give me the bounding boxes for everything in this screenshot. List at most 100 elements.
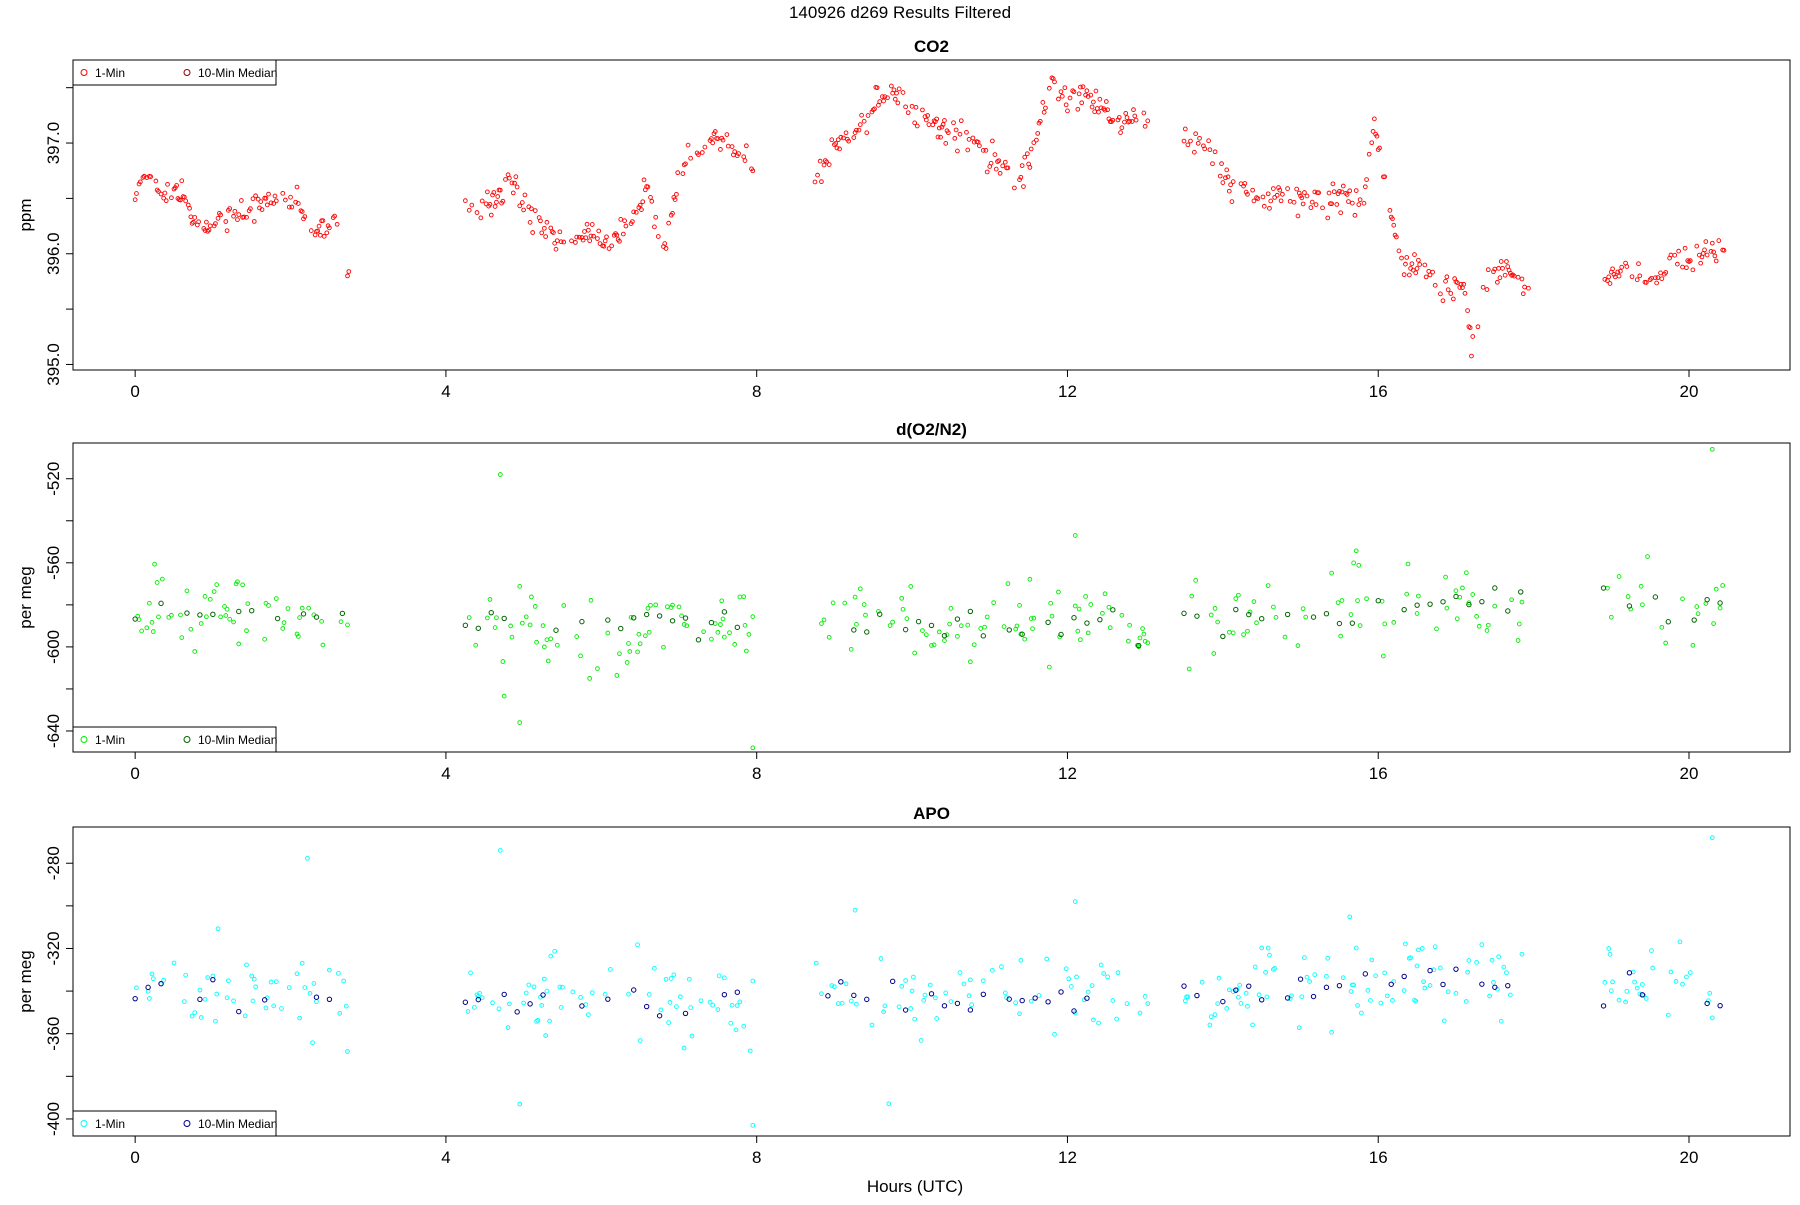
one-min-point (1027, 165, 1033, 170)
legend-marker-one-min (80, 736, 88, 743)
one-min-point (747, 1048, 753, 1054)
one-min-point (957, 131, 963, 137)
one-min-point (636, 631, 642, 637)
one-min-point (242, 1013, 248, 1019)
one-min-point (517, 203, 523, 209)
median-point (1518, 589, 1524, 595)
one-min-point (1445, 989, 1451, 995)
x-tick-label: 12 (1058, 1148, 1077, 1167)
one-min-point (1329, 570, 1334, 576)
one-min-point (877, 99, 883, 104)
one-min-point (1017, 1011, 1022, 1017)
one-min-point (955, 633, 960, 639)
one-min-point (1052, 1031, 1057, 1037)
one-min-point (1487, 993, 1492, 999)
one-min-point (1709, 1015, 1715, 1021)
median-point (1665, 619, 1671, 625)
one-min-point (1261, 203, 1267, 209)
one-min-point (552, 948, 558, 954)
one-min-point (578, 995, 583, 1000)
median-point (132, 616, 138, 622)
one-min-point (1114, 1016, 1120, 1022)
one-min-point (1036, 993, 1042, 998)
one-min-point (179, 178, 185, 184)
one-min-point (264, 202, 270, 208)
one-min-point (1348, 989, 1354, 994)
one-min-point (223, 219, 229, 224)
one-min-point (523, 990, 529, 996)
one-min-point (1040, 100, 1046, 105)
median-point (501, 615, 507, 622)
one-min-point (996, 158, 1002, 164)
one-min-point (951, 120, 956, 126)
one-min-point (1438, 965, 1443, 971)
median-point (1220, 633, 1226, 640)
one-min-point (1673, 979, 1679, 984)
one-min-point (346, 269, 352, 274)
one-min-point (667, 1000, 673, 1005)
one-min-point (1391, 222, 1397, 228)
one-min-point (214, 991, 220, 997)
median-point (1414, 602, 1420, 608)
one-min-point (848, 646, 854, 652)
one-min-point (1207, 147, 1213, 153)
one-min-point (736, 151, 741, 156)
median-point (261, 997, 268, 1003)
one-min-point (661, 644, 666, 650)
one-min-point (266, 191, 271, 197)
one-min-point (548, 953, 554, 959)
median-point (475, 996, 481, 1003)
one-min-point (497, 187, 503, 193)
one-min-point (674, 191, 679, 197)
one-min-point (1250, 1022, 1255, 1028)
one-min-point (635, 942, 640, 948)
median-point (1323, 611, 1330, 617)
one-min-point (623, 223, 629, 229)
one-min-point (1223, 175, 1228, 181)
outlier-point (1072, 533, 1078, 538)
one-min-point (251, 219, 257, 224)
one-min-point (1124, 1001, 1130, 1006)
figure-title: 140926 d269 Results Filtered (789, 3, 1011, 22)
one-min-point (1467, 325, 1473, 330)
one-min-point (521, 207, 526, 213)
one-min-point (1517, 621, 1522, 627)
one-min-point (966, 137, 972, 142)
one-min-point (639, 207, 644, 212)
one-min-point (912, 1016, 918, 1022)
one-min-point (345, 273, 350, 279)
one-min-point (1465, 969, 1470, 975)
one-min-point (258, 199, 264, 204)
median-point (1427, 601, 1433, 607)
one-min-point (1115, 970, 1121, 976)
one-min-point (645, 184, 651, 190)
median-point (1259, 997, 1265, 1003)
one-min-point (222, 604, 227, 609)
one-min-point (1076, 606, 1082, 612)
one-min-point (715, 1007, 721, 1012)
one-min-point (465, 1009, 471, 1014)
one-min-point (249, 973, 255, 979)
one-min-point (158, 191, 164, 197)
one-min-point (725, 143, 731, 149)
one-min-point (920, 107, 925, 113)
one-min-point (512, 180, 517, 186)
one-min-point (519, 620, 525, 626)
one-min-point (289, 204, 295, 210)
one-min-point (271, 201, 277, 206)
one-min-point (1381, 653, 1386, 659)
one-min-point (231, 619, 236, 625)
one-min-point (1145, 1001, 1151, 1006)
one-min-point (940, 122, 946, 127)
panel-0: CO2 ppm 0 4 8 12 16 20 395.0 396.0 397.0 1-Min 10-Mi… (16, 37, 1791, 401)
one-min-point (1316, 190, 1322, 196)
one-min-point (553, 246, 559, 252)
one-min-point (1197, 135, 1202, 141)
legend-label-median: 10-Min Median (198, 66, 277, 80)
one-min-point (664, 604, 670, 610)
one-min-point (1119, 612, 1125, 618)
one-min-point (899, 983, 905, 989)
one-min-point (294, 631, 300, 637)
one-min-point (1453, 990, 1459, 996)
one-min-point (534, 639, 539, 645)
